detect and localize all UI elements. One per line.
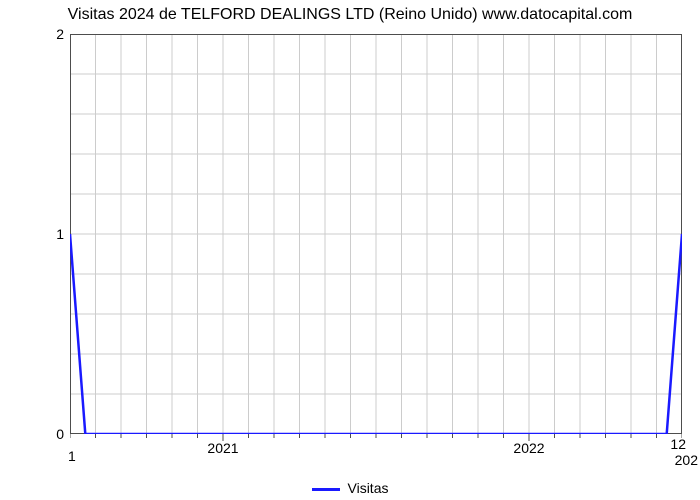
plot-area — [70, 34, 682, 434]
plot-svg — [70, 34, 682, 434]
y-tick-0: 0 — [56, 426, 64, 442]
x-end-label-top: 12 — [670, 436, 686, 452]
y-tick-1: 1 — [56, 226, 64, 242]
y-tick-2: 2 — [56, 26, 64, 42]
chart-title: Visitas 2024 de TELFORD DEALINGS LTD (Re… — [0, 6, 700, 24]
legend-label: Visitas — [348, 480, 389, 496]
x-tick-2021: 2021 — [207, 440, 238, 456]
x-start-label: 1 — [68, 448, 76, 464]
legend: Visitas — [0, 480, 700, 496]
x-tick-2022: 2022 — [513, 440, 544, 456]
chart-container: Visitas 2024 de TELFORD DEALINGS LTD (Re… — [0, 0, 700, 500]
legend-swatch — [312, 488, 340, 491]
x-end-label-bottom: 202 — [675, 452, 698, 468]
